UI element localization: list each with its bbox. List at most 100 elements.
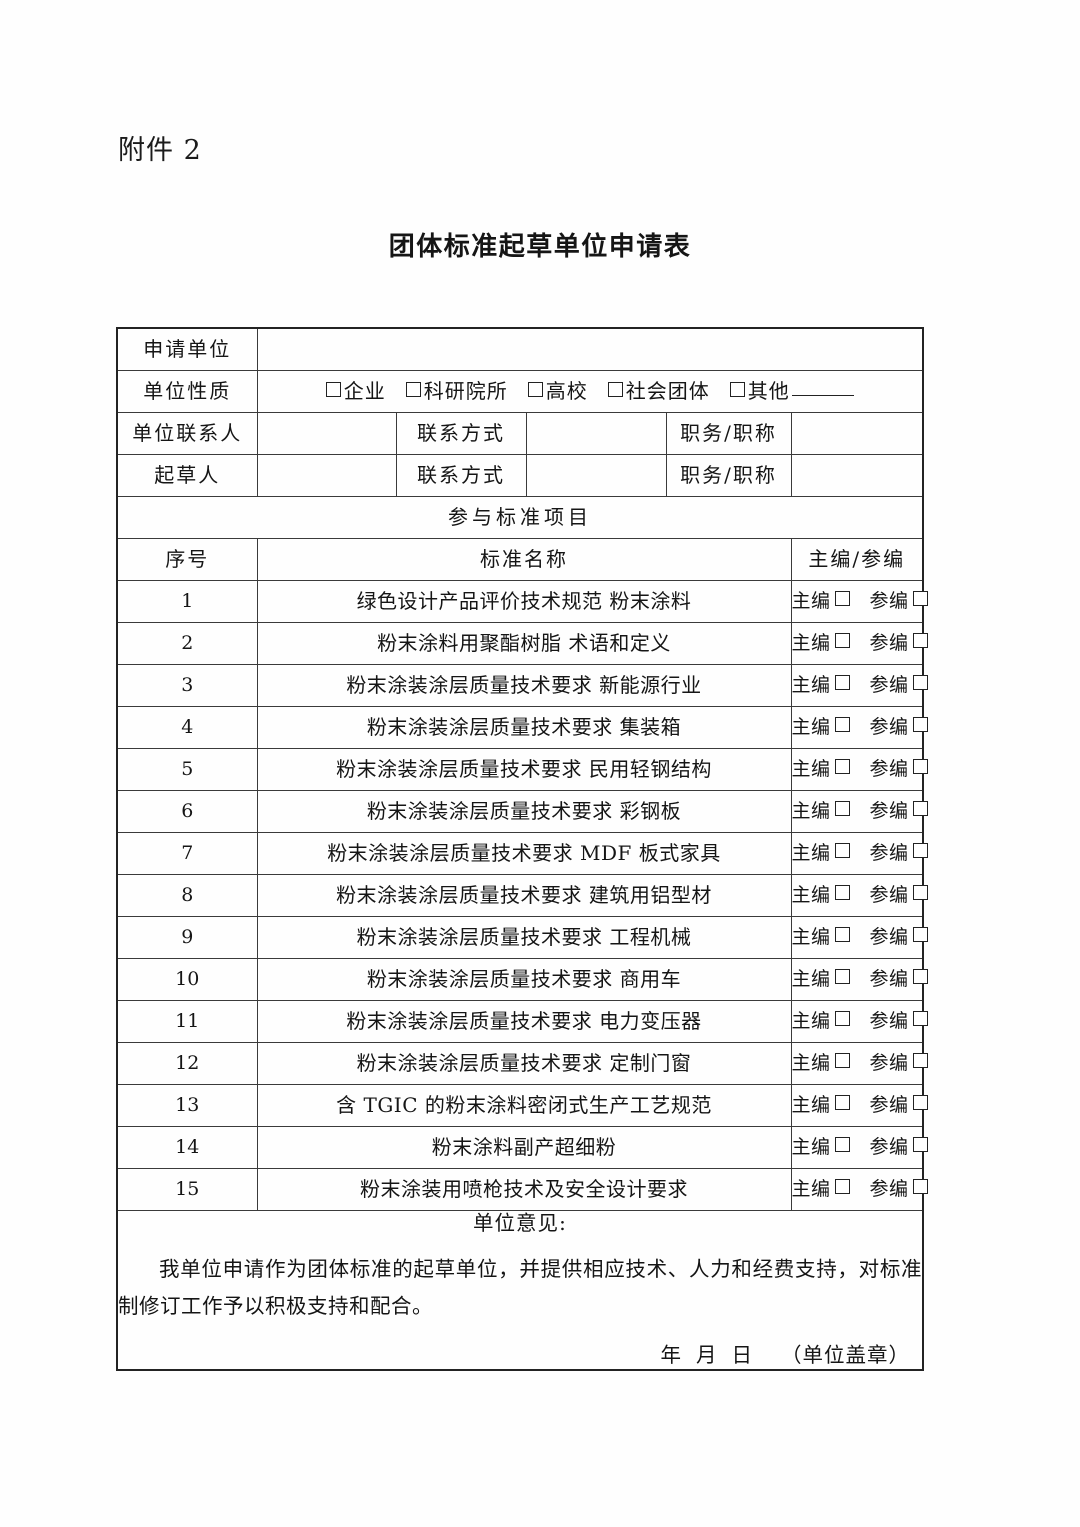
role-chief[interactable]: 主编 xyxy=(792,1052,850,1076)
role-chief[interactable]: 主编 xyxy=(792,1136,850,1160)
checkbox-icon[interactable] xyxy=(912,632,928,648)
opinion-body[interactable]: 我单位申请作为团体标准的起草单位，并提供相应技术、人力和经费支持，对标准制修订工… xyxy=(118,1256,923,1318)
checkbox-icon[interactable] xyxy=(834,884,850,900)
role-participant[interactable]: 参编 xyxy=(870,1052,928,1076)
date-year[interactable]: 年 xyxy=(660,1343,683,1368)
application-form-table: 申请单位 单位性质 企业 科研院所 高校 社会团体 其他 单位联系人 联系方式 职务/职… xyxy=(115,327,928,1371)
field-unit-contact-method[interactable] xyxy=(525,412,667,455)
cell-standard-name: 粉末涂装涂层质量技术要求 商用车 xyxy=(256,958,792,1001)
role-participant[interactable]: 参编 xyxy=(870,926,928,950)
checkbox-icon[interactable] xyxy=(912,1094,928,1110)
checkbox-icon[interactable] xyxy=(834,674,850,690)
role-participant[interactable]: 参编 xyxy=(870,842,928,866)
nature-option-other[interactable]: 其他 xyxy=(729,379,854,403)
role-chief[interactable]: 主编 xyxy=(792,1010,850,1034)
nature-option-label: 企业 xyxy=(343,379,386,403)
role-participant[interactable]: 参编 xyxy=(870,716,928,740)
role-chief-label: 主编 xyxy=(791,841,831,864)
role-participant-label: 参编 xyxy=(869,757,909,780)
checkbox-icon[interactable] xyxy=(834,800,850,816)
date-day[interactable]: 日 xyxy=(731,1343,754,1368)
role-participant[interactable]: 参编 xyxy=(870,1136,928,1160)
checkbox-icon[interactable] xyxy=(834,1052,850,1068)
nature-option-social-organization[interactable]: 社会团体 xyxy=(607,379,710,403)
checkbox-icon[interactable] xyxy=(834,968,850,984)
field-applicant-unit[interactable] xyxy=(256,327,925,371)
field-unit-job-title[interactable] xyxy=(790,412,925,455)
checkbox-icon[interactable] xyxy=(912,842,928,858)
checkbox-icon[interactable] xyxy=(912,1136,928,1152)
cell-index: 4 xyxy=(116,706,258,749)
cell-role: 主编 参编 xyxy=(790,832,928,875)
nature-option-label: 社会团体 xyxy=(625,379,710,403)
nature-option-enterprise[interactable]: 企业 xyxy=(325,379,386,403)
checkbox-icon[interactable] xyxy=(405,382,421,397)
field-drafter[interactable] xyxy=(256,454,397,497)
role-chief[interactable]: 主编 xyxy=(792,758,850,782)
checkbox-icon[interactable] xyxy=(912,1052,928,1068)
checkbox-icon[interactable] xyxy=(325,382,341,397)
cell-standard-name: 粉末涂装涂层质量技术要求 彩钢板 xyxy=(256,790,792,833)
checkbox-icon[interactable] xyxy=(834,926,850,942)
cell-role: 主编 参编 xyxy=(790,1000,928,1043)
cell-standard-name: 粉末涂装涂层质量技术要求 工程机械 xyxy=(256,916,792,959)
role-chief[interactable]: 主编 xyxy=(792,968,850,992)
checkbox-icon[interactable] xyxy=(912,716,928,732)
role-participant-label: 参编 xyxy=(869,715,909,738)
label-drafter-job-title: 职务/职称 xyxy=(665,454,792,497)
role-chief[interactable]: 主编 xyxy=(792,674,850,698)
checkbox-icon[interactable] xyxy=(834,1136,850,1152)
role-chief[interactable]: 主编 xyxy=(792,632,850,656)
checkbox-icon[interactable] xyxy=(912,1178,928,1194)
role-chief[interactable]: 主编 xyxy=(792,800,850,824)
role-chief[interactable]: 主编 xyxy=(792,842,850,866)
role-chief[interactable]: 主编 xyxy=(792,884,850,908)
checkbox-icon[interactable] xyxy=(834,590,850,606)
role-participant[interactable]: 参编 xyxy=(870,1010,928,1034)
role-participant[interactable]: 参编 xyxy=(870,800,928,824)
checkbox-icon[interactable] xyxy=(834,1010,850,1026)
role-participant[interactable]: 参编 xyxy=(870,884,928,908)
role-participant[interactable]: 参编 xyxy=(870,1094,928,1118)
role-participant[interactable]: 参编 xyxy=(870,632,928,656)
field-drafter-job-title[interactable] xyxy=(790,454,925,497)
cell-role: 主编 参编 xyxy=(790,1126,928,1169)
checkbox-icon[interactable] xyxy=(834,842,850,858)
nature-option-university[interactable]: 高校 xyxy=(527,379,588,403)
checkbox-icon[interactable] xyxy=(834,716,850,732)
role-participant[interactable]: 参编 xyxy=(870,758,928,782)
checkbox-icon[interactable] xyxy=(912,674,928,690)
role-participant[interactable]: 参编 xyxy=(870,590,928,614)
checkbox-icon[interactable] xyxy=(834,632,850,648)
role-participant[interactable]: 参编 xyxy=(870,968,928,992)
role-chief-label: 主编 xyxy=(791,757,831,780)
field-drafter-contact-method[interactable] xyxy=(525,454,667,497)
cell-index: 14 xyxy=(116,1126,258,1169)
role-chief[interactable]: 主编 xyxy=(792,1094,850,1118)
checkbox-icon[interactable] xyxy=(527,382,543,397)
role-participant[interactable]: 参编 xyxy=(870,674,928,698)
field-unit-contact[interactable] xyxy=(256,412,397,455)
role-chief[interactable]: 主编 xyxy=(792,1178,850,1202)
checkbox-icon[interactable] xyxy=(912,590,928,606)
checkbox-icon[interactable] xyxy=(834,1094,850,1110)
role-chief[interactable]: 主编 xyxy=(792,716,850,740)
checkbox-icon[interactable] xyxy=(912,1010,928,1026)
nature-option-research-institute[interactable]: 科研院所 xyxy=(405,379,508,403)
checkbox-icon[interactable] xyxy=(834,1178,850,1194)
date-month[interactable]: 月 xyxy=(696,1343,718,1368)
checkbox-icon[interactable] xyxy=(729,382,745,397)
checkbox-icon[interactable] xyxy=(912,926,928,942)
checkbox-icon[interactable] xyxy=(912,884,928,900)
checkbox-icon[interactable] xyxy=(912,968,928,984)
checkbox-icon[interactable] xyxy=(607,382,623,397)
checkbox-icon[interactable] xyxy=(912,758,928,774)
role-chief[interactable]: 主编 xyxy=(792,926,850,950)
nature-other-input[interactable] xyxy=(791,395,854,396)
role-participant[interactable]: 参编 xyxy=(870,1178,928,1202)
role-chief[interactable]: 主编 xyxy=(792,590,850,614)
checkbox-icon[interactable] xyxy=(912,800,928,816)
cell-role: 主编 参编 xyxy=(790,706,928,749)
checkbox-icon[interactable] xyxy=(834,758,850,774)
table-row: 12 粉末涂装涂层质量技术要求 定制门窗 主编 参编 xyxy=(116,1042,928,1085)
